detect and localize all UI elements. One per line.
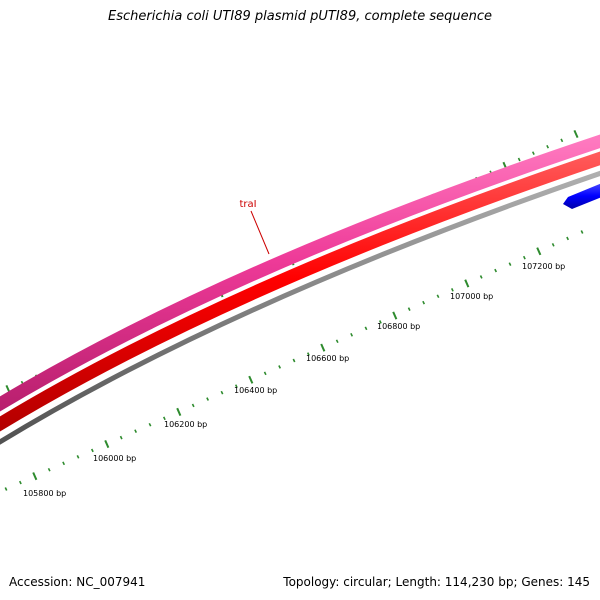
topology-stats-text: Topology: circular; Length: 114,230 bp; …	[283, 575, 590, 589]
inner-tick	[191, 403, 195, 408]
inner-tick	[32, 472, 38, 481]
inner-tick-marks	[4, 230, 584, 491]
scale-label-105800: 105800 bp	[23, 489, 66, 498]
inner-tick	[350, 332, 354, 337]
inner-tick	[176, 407, 182, 416]
inner-tick	[306, 352, 310, 356]
scale-label-106800: 106800 bp	[377, 322, 420, 331]
inner-tick	[566, 236, 570, 241]
outer-tick	[546, 144, 550, 149]
scale-label-106400: 106400 bp	[234, 386, 277, 395]
inner-tick	[335, 339, 339, 344]
outer-tick	[573, 129, 579, 139]
inner-tick	[364, 326, 368, 331]
inner-tick	[392, 311, 398, 320]
inner-tick	[320, 343, 326, 352]
gene-label-leader	[250, 210, 270, 255]
inner-tick	[407, 307, 411, 311]
inner-tick	[248, 375, 254, 384]
gene-label-trai: traI	[239, 199, 256, 210]
inner-tick	[104, 439, 110, 449]
inner-tick	[47, 467, 51, 472]
inner-tick	[436, 294, 440, 299]
scale-label-107200: 107200 bp	[522, 262, 565, 271]
inner-tick	[422, 300, 426, 305]
outer-tick	[531, 151, 535, 155]
inner-tick	[278, 365, 282, 369]
scale-label-106600: 106600 bp	[306, 354, 349, 363]
red-feature-band	[0, 151, 600, 432]
outer-tick	[517, 157, 521, 162]
map-title: Escherichia coli UTI89 plasmid pUTI89, c…	[108, 9, 492, 24]
inner-tick	[119, 435, 123, 440]
inner-tick	[76, 455, 80, 459]
scale-label-106200: 106200 bp	[164, 420, 207, 429]
inner-tick	[580, 230, 584, 234]
accession-text: Accession: NC_007941	[9, 575, 146, 589]
inner-tick	[263, 371, 267, 376]
inner-tick	[522, 255, 526, 260]
inner-tick	[234, 384, 238, 389]
inner-tick	[494, 268, 498, 273]
inner-tick	[4, 487, 8, 491]
inner-tick	[464, 279, 470, 288]
inner-tick	[508, 262, 512, 266]
inner-tick	[292, 358, 296, 363]
blue-feature-arrow	[563, 183, 600, 209]
inner-tick	[162, 416, 166, 421]
pink-feature-band	[0, 134, 600, 412]
inner-tick	[551, 243, 555, 247]
inner-tick	[220, 390, 224, 395]
inner-tick	[450, 288, 454, 292]
scale-label-106000: 106000 bp	[93, 454, 136, 463]
inner-tick	[148, 422, 152, 427]
scale-label-107000: 107000 bp	[450, 292, 493, 301]
inner-tick	[206, 397, 210, 401]
inner-tick	[536, 247, 542, 256]
inner-tick	[62, 461, 66, 466]
inner-tick	[90, 448, 94, 453]
inner-tick	[378, 320, 382, 324]
backbone-track	[0, 170, 600, 445]
inner-tick	[134, 429, 138, 433]
inner-tick	[18, 480, 22, 485]
scale-labels: 105800 bp 106000 bp 106200 bp 106400 bp …	[23, 262, 565, 498]
inner-tick	[479, 275, 483, 279]
outer-tick	[560, 138, 564, 143]
